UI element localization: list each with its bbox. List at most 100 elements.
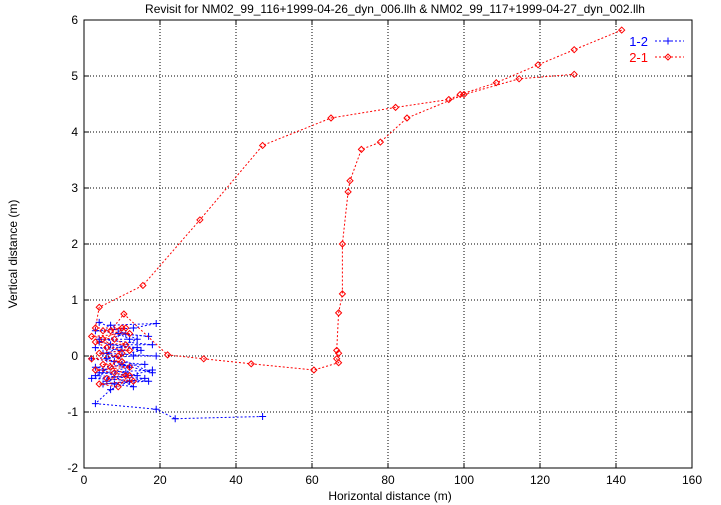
data-point: [103, 374, 111, 383]
series-line: [91, 29, 622, 388]
data-point: [91, 324, 100, 332]
data-point: [91, 400, 99, 408]
data-point: [139, 281, 147, 290]
data-point: [376, 138, 385, 146]
data-point: [120, 310, 128, 318]
data-point: [403, 114, 411, 122]
data-point: [95, 303, 103, 311]
x-tick-label: 100: [454, 473, 474, 487]
data-point: [310, 366, 318, 374]
data-point: [332, 355, 341, 363]
x-tick-label: 140: [606, 473, 626, 487]
data-point: [99, 335, 107, 343]
data-point: [110, 358, 118, 366]
data-point: [148, 369, 156, 377]
y-tick-label: 5: [71, 69, 78, 83]
data-point: [87, 332, 96, 341]
data-point: [110, 380, 118, 388]
data-point: [107, 386, 115, 394]
data-point: [133, 344, 141, 352]
data-point: [334, 309, 343, 317]
data-point: [515, 75, 523, 83]
y-tick-label: 6: [71, 13, 78, 27]
data-point: [125, 329, 134, 338]
data-point: [171, 415, 179, 423]
data-point: [338, 240, 347, 248]
data-point: [247, 360, 255, 368]
data-point: [133, 335, 141, 343]
y-tick-label: 0: [71, 349, 78, 363]
data-point: [87, 355, 96, 363]
x-tick-label: 60: [305, 473, 319, 487]
data-point: [125, 371, 134, 380]
data-point: [88, 374, 96, 382]
data-point: [152, 405, 160, 413]
x-axis-ticks: 0 20 40 60 80 100 120 140 160: [81, 20, 702, 487]
data-point: [492, 79, 501, 87]
series-layer: [87, 26, 626, 423]
data-point: [196, 216, 204, 224]
data-point: [338, 290, 347, 298]
y-tick-label: 1: [71, 293, 78, 307]
legend: 1-22-1: [629, 34, 684, 65]
data-point: [199, 355, 208, 363]
data-point: [95, 349, 103, 357]
data-point: [327, 114, 335, 122]
data-point: [129, 377, 138, 385]
data-point: [357, 145, 366, 154]
data-point: [570, 70, 578, 79]
data-point: [99, 360, 107, 369]
data-point: [391, 103, 400, 112]
data-point: [110, 369, 119, 377]
data-point: [106, 327, 115, 335]
data-point: [91, 366, 100, 374]
data-point: [129, 352, 137, 360]
data-point: [137, 346, 145, 354]
series-2-1: [87, 26, 626, 391]
data-point: [617, 26, 626, 34]
y-tick-label: -1: [67, 405, 78, 419]
data-point: [445, 95, 453, 104]
data-point: [103, 343, 111, 352]
data-point: [570, 45, 578, 54]
data-point: [141, 374, 149, 382]
legend-marker: [664, 37, 672, 45]
data-point: [125, 346, 134, 355]
x-tick-label: 40: [229, 473, 243, 487]
data-point: [460, 90, 468, 99]
data-point: [152, 352, 160, 360]
legend-marker: [664, 53, 672, 61]
data-point: [106, 363, 115, 371]
data-point: [145, 332, 153, 340]
x-axis-label: Horizontal distance (m): [328, 489, 451, 503]
y-tick-label: 4: [71, 125, 78, 139]
data-point: [122, 341, 130, 349]
legend-label: 1-2: [629, 34, 648, 49]
data-point: [534, 61, 542, 69]
x-tick-label: 80: [381, 473, 395, 487]
data-point: [114, 383, 122, 391]
y-axis-label: Vertical distance (m): [6, 200, 20, 309]
data-point: [122, 324, 130, 332]
data-point: [118, 349, 126, 357]
grid-lines: [84, 20, 692, 468]
x-tick-label: 160: [682, 473, 702, 487]
x-tick-label: 0: [81, 473, 88, 487]
x-tick-label: 120: [530, 473, 550, 487]
y-tick-label: 3: [71, 181, 78, 195]
data-point: [259, 412, 267, 420]
data-point: [152, 320, 160, 328]
data-point: [346, 177, 354, 185]
data-point: [129, 324, 137, 332]
data-point: [99, 327, 107, 335]
data-point: [163, 351, 172, 359]
data-point: [125, 363, 134, 371]
data-point: [114, 330, 122, 338]
data-point: [344, 188, 352, 196]
data-point: [91, 338, 100, 346]
y-tick-label: 2: [71, 237, 78, 251]
data-point: [148, 341, 156, 349]
data-point: [141, 360, 149, 368]
chart-title: Revisit for NM02_99_116+1999-04-26_dyn_0…: [145, 2, 645, 16]
